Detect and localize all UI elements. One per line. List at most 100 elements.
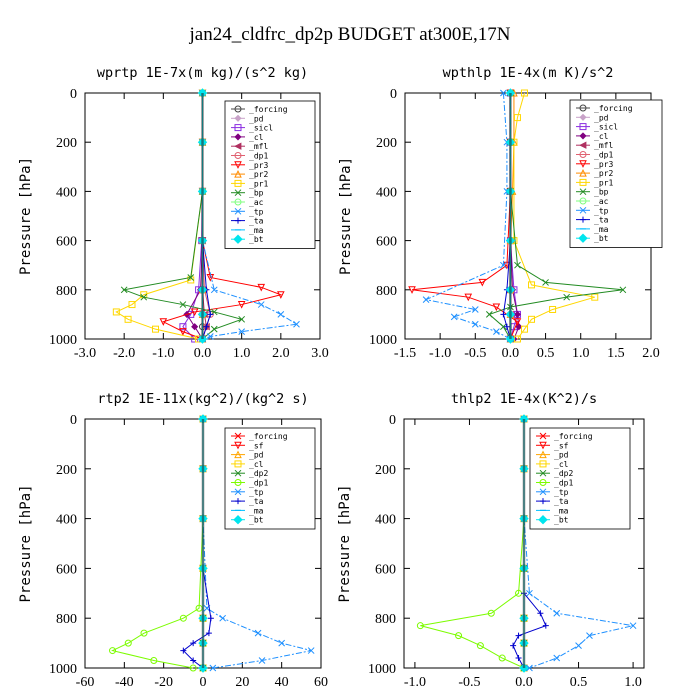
legend-marker [234,450,242,459]
legend-label: _dp1 [249,152,268,161]
data-point [500,311,507,318]
data-point [278,639,286,647]
data-point [109,647,117,655]
data-point [510,642,517,649]
data-point [124,315,132,323]
legend-marker [234,479,242,486]
legend-marker [234,169,242,178]
legend-label: _tp [249,207,264,216]
x-tick-label: -20 [154,675,173,690]
data-point [500,261,507,269]
x-tick-label: -3.0 [74,346,96,361]
data-point [207,311,214,318]
legend-label: _ta [249,497,264,506]
legend-marker [234,161,242,169]
x-tick-label: -1.0 [404,675,426,690]
legend-marker [234,207,242,215]
data-point [492,303,501,312]
legend-marker [579,188,587,196]
x-tick-label: 0.0 [194,346,212,361]
x-tick-label: 0.0 [515,675,533,690]
legend-label: _ma [594,225,609,234]
legend-marker [579,160,587,168]
legend: _forcing_sf_pd_cl_dp2_dp1_tp_ta_ma_bt [224,427,316,530]
x-tick-label: 1.0 [624,675,642,690]
legend-marker [234,105,242,113]
legend-label: _mfl [594,141,613,150]
legend: _forcing_pd_sicl_cl_mfl_dp1_pr3_pr2_pr1_… [569,99,663,248]
y-tick-label: 600 [376,235,397,250]
data-point [207,615,214,622]
legend-marker [235,498,241,505]
legend-label: _sicl [594,123,618,132]
data-point [128,301,136,309]
series-line [111,419,204,669]
legend-marker [234,152,242,159]
data-point [179,323,187,331]
x-tick-label: 2.0 [642,346,660,361]
data-point [205,630,212,637]
series-pr3 [408,89,522,344]
x-tick-label: 2.0 [272,346,290,361]
x-tick-label: 3.0 [311,346,329,361]
legend-marker [579,123,587,131]
series-pr1 [510,89,599,343]
legend-marker [233,234,243,244]
data-point [112,308,120,316]
data-point [179,614,187,622]
data-point [563,293,571,301]
chart-panel-4: thlp2 1E-4x(K^2)/s Pressure [hPa] -1.0 -0.5… [337,391,645,690]
series-dp1 [109,415,207,672]
legend-marker [234,460,242,468]
legend: _forcing_pd_sicl_cl_mfl_dp1_pr3_pr2_pr1_… [224,100,316,249]
legend-marker [539,479,547,486]
series-line [513,92,595,340]
data-point [422,296,430,303]
figure-title: jan24_cldfrc_dp2p BUDGET at300E,17N [188,24,510,45]
y-tick-label: 800 [376,284,397,299]
legend-label: _bt [554,516,569,525]
data-point [450,313,458,321]
data-point [257,283,266,292]
x-tick-label: 1.0 [233,346,251,361]
legend-marker [539,488,547,496]
y-tick-label: 1000 [369,333,397,348]
series-line [424,92,511,340]
data-point [520,325,528,333]
legend-label: _forcing [249,432,288,441]
data-point [471,306,479,313]
legend: _forcing_sf_pd_cl_dp2_dp1_tp_ta_ma_bt [529,427,631,530]
legend-marker [234,198,242,206]
legend-label: _pd [249,114,264,123]
legend-label: _bt [249,235,264,244]
legend-label: _bt [249,516,264,525]
data-point [485,311,493,318]
data-point [513,310,522,318]
series-dp1 [416,415,528,672]
y-tick-label: 600 [56,562,77,577]
data-point [307,647,315,654]
data-point [520,89,528,97]
legend-label: _tp [554,488,569,497]
legend-label: _dp1 [249,479,268,488]
legend-label: _tp [249,488,264,497]
data-point [537,610,544,617]
legend-label: _cl [249,460,264,469]
legend-marker [235,217,241,224]
data-point [152,325,159,333]
legend-marker [579,104,587,112]
legend-marker [234,179,242,187]
legend-label: _mfl [249,142,268,151]
legend-label: _bp [249,189,264,198]
panel-title: wpthlp 1E-4x(m K)/s^2 [443,65,614,81]
data-point [258,657,266,664]
legend-label: _pr2 [594,169,613,178]
legend-marker [579,132,587,140]
y-tick-label: 800 [375,612,396,627]
legend-label: _sf [249,441,264,450]
x-tick-label: 0 [200,675,207,690]
legend-box [529,427,631,530]
series-ta [180,416,214,671]
chart-panel-1: wprtp 1E-7x(m kg)/(s^2 kg) Pressure [hPa]… [18,65,329,361]
